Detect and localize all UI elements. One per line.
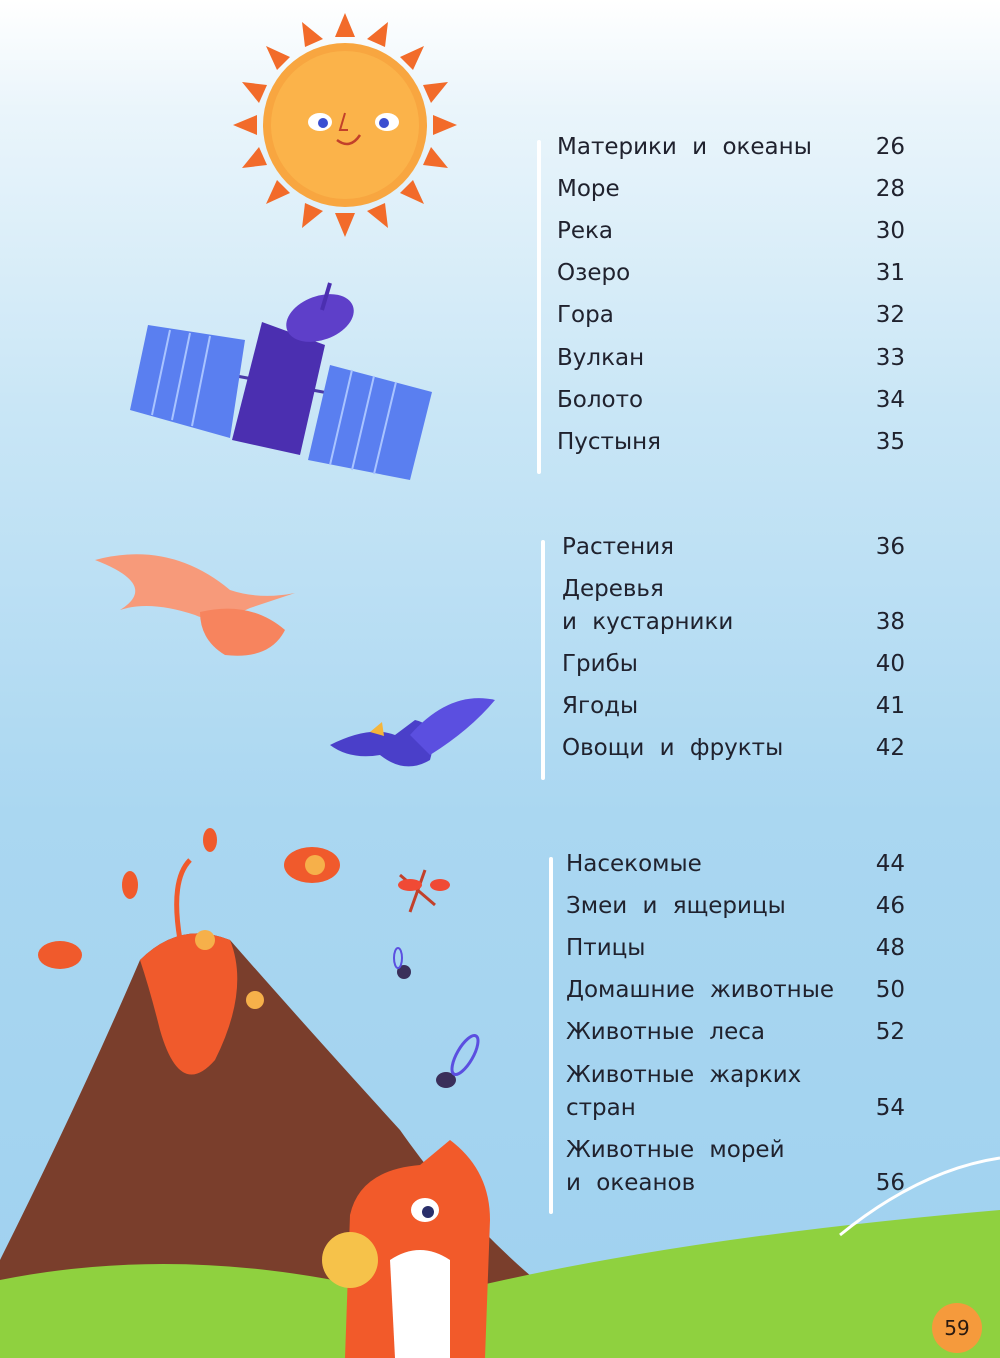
toc-entry-title: Птицы <box>566 934 646 961</box>
toc-entry[interactable]: Пустыня 35 <box>557 421 905 463</box>
toc-section-geography: Материки и океаны 26 Море 28 Река 30 Озеро 31 Го… <box>537 126 905 474</box>
toc-entry-title: Материки и океаны <box>557 133 812 160</box>
toc-entry-title: Озеро <box>557 260 631 287</box>
toc-entry-page: 40 <box>875 650 905 677</box>
toc-entry-page: 44 <box>875 850 905 877</box>
toc-entry[interactable]: Животные леса 52 <box>566 1012 905 1054</box>
insect-icon <box>393 869 480 1088</box>
toc-entry[interactable]: Гора 32 <box>557 295 905 337</box>
toc-entry[interactable]: Змеи и ящерицы 46 <box>566 885 905 927</box>
toc-entry[interactable]: Животные жарких стран 54 <box>566 1054 905 1129</box>
toc-entry[interactable]: Болото 34 <box>557 379 905 421</box>
toc-entry-title: Змеи и ящерицы <box>566 892 786 919</box>
grass-hill <box>0 1210 1000 1358</box>
toc-entry-page: 50 <box>875 977 905 1004</box>
toc-entry-title: Река <box>557 217 614 244</box>
toc-entry-page: 33 <box>875 344 905 371</box>
toc-entry-page: 56 <box>875 1169 905 1196</box>
toc-entry[interactable]: Домашние животные 50 <box>566 970 905 1012</box>
toc-entry[interactable]: Вулкан 33 <box>557 337 905 379</box>
bird-icon <box>330 698 495 767</box>
toc-entry-page: 52 <box>875 1019 905 1046</box>
toc-entry-title: Растения <box>562 533 674 560</box>
toc-entry-title: Болото <box>557 386 644 413</box>
toc-entry-title: Ягоды <box>562 693 639 720</box>
toc-entry[interactable]: Овощи и фрукты 42 <box>562 728 905 770</box>
toc-entry-title: Животные морей и океанов <box>566 1136 785 1196</box>
toc-entry[interactable]: Море 28 <box>557 168 905 210</box>
sun-icon <box>233 13 457 237</box>
toc-entry-title: Насекомые <box>566 850 702 877</box>
toc-entry-page: 31 <box>875 260 905 287</box>
toc-entry-page: 34 <box>875 386 905 413</box>
bird-icon <box>95 554 295 656</box>
toc-entry-title: Животные леса <box>566 1019 765 1046</box>
toc-entry-title: Овощи и фрукты <box>562 735 784 762</box>
toc-entry[interactable]: Материки и океаны 26 <box>557 126 905 168</box>
section-divider <box>541 540 545 780</box>
toc-entry-page: 48 <box>875 934 905 961</box>
toc-entry[interactable]: Деревья и кустарники 38 <box>562 568 905 643</box>
toc-entry-page: 38 <box>875 608 905 635</box>
toc-entry-title: Море <box>557 175 620 202</box>
toc-entry-title: Гора <box>557 302 614 329</box>
toc-entry-page: 28 <box>875 175 905 202</box>
toc-entry-title: Домашние животные <box>566 977 835 1004</box>
toc-section-animals: Насекомые 44 Змеи и ящерицы 46 Птицы 48 Домашн… <box>549 843 905 1215</box>
toc-entry-title: Вулкан <box>557 344 645 371</box>
toc-entry-title: Пустыня <box>557 428 661 455</box>
toc-entry-page: 41 <box>875 693 905 720</box>
toc-entry-page: 32 <box>875 302 905 329</box>
section-divider <box>537 140 541 474</box>
toc-entry-title: Грибы <box>562 650 638 677</box>
toc-entry-page: 35 <box>875 428 905 455</box>
section-divider <box>549 857 553 1215</box>
toc-entry[interactable]: Ягоды 41 <box>562 686 905 728</box>
toc-entry[interactable]: Река 30 <box>557 210 905 252</box>
toc-entry-page: 26 <box>875 133 905 160</box>
toc-entry[interactable]: Птицы 48 <box>566 927 905 969</box>
toc-entry-page: 30 <box>875 217 905 244</box>
fox-icon <box>322 1140 490 1358</box>
toc-entry-title: Животные жарких стран <box>566 1061 802 1121</box>
toc-entry-page: 54 <box>875 1094 905 1121</box>
toc-entry-page: 46 <box>875 892 905 919</box>
toc-entry-title: Деревья и кустарники <box>562 575 734 635</box>
toc-entry-page: 42 <box>875 735 905 762</box>
toc-entry-page: 36 <box>875 533 905 560</box>
page-number-badge: 59 <box>932 1303 982 1353</box>
toc-entry[interactable]: Растения 36 <box>562 526 905 568</box>
satellite-icon <box>130 282 432 480</box>
toc-entry[interactable]: Животные морей и океанов 56 <box>566 1129 905 1204</box>
toc-entry[interactable]: Озеро 31 <box>557 253 905 295</box>
toc-entry[interactable]: Насекомые 44 <box>566 843 905 885</box>
toc-entry[interactable]: Грибы 40 <box>562 643 905 685</box>
toc-section-plants: Растения 36 Деревья и кустарники 38 Грибы 40 Я… <box>541 526 905 780</box>
